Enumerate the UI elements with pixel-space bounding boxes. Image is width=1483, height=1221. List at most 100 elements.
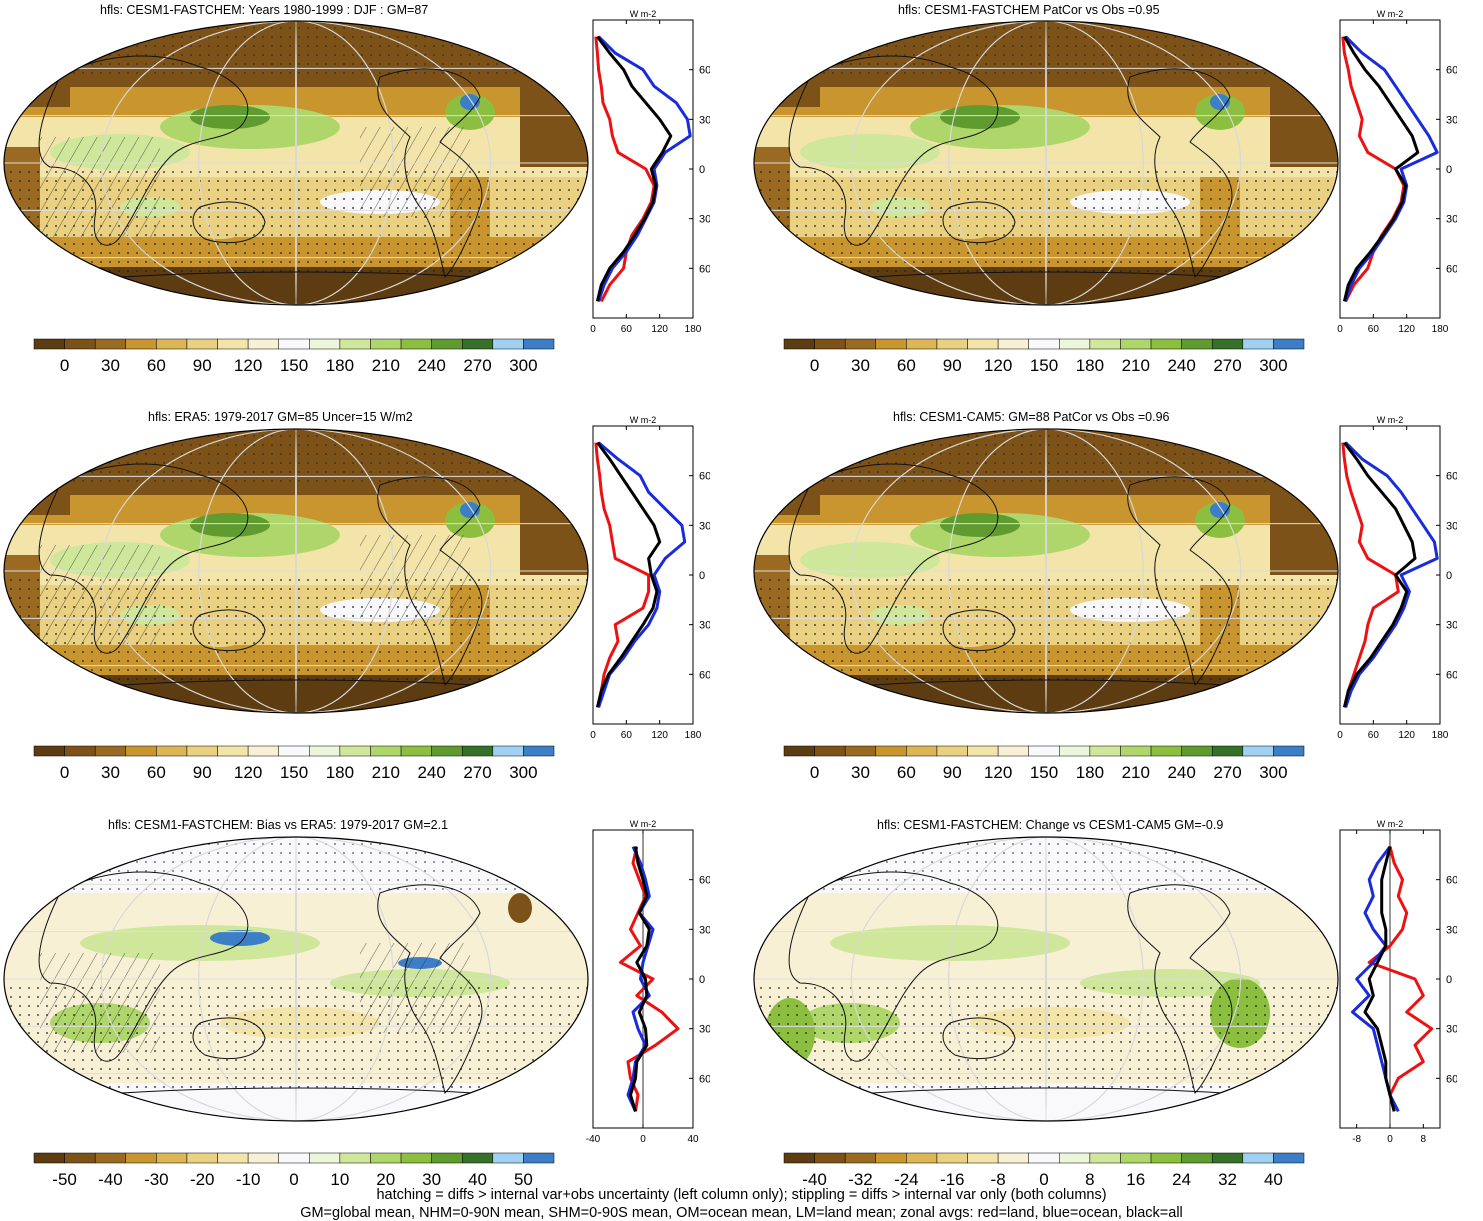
colorbar-swatch — [247, 1152, 279, 1164]
colorbar-swatch — [814, 1152, 846, 1164]
coastline — [377, 884, 483, 1094]
colorbar-label: 270 — [463, 763, 491, 782]
colorbar-label: 40 — [1264, 1170, 1283, 1189]
zonal-series-line — [597, 35, 692, 302]
colorbar-label: 0 — [810, 763, 819, 782]
colorbar-swatch — [906, 745, 938, 757]
colorbar-swatch — [309, 1152, 341, 1164]
colorbar-swatch — [523, 1152, 555, 1164]
zonal-unit-label: W m-2 — [1377, 9, 1404, 19]
colorbar-label: 30 — [851, 763, 870, 782]
colorbar-label: 0 — [1039, 1170, 1048, 1189]
footer-note-legend: GM=global mean, NHM=0-90N mean, SHM=0-90… — [300, 1205, 1183, 1221]
colorbar-swatch — [1181, 338, 1213, 350]
colorbar-swatch — [783, 338, 815, 350]
colorbar-swatch — [1089, 745, 1121, 757]
map-plot — [3, 428, 589, 714]
colorbar-swatch — [33, 745, 65, 757]
zonal-y-tick: 30N — [699, 520, 710, 532]
colorbar-swatch — [997, 745, 1029, 757]
colorbar-label: 180 — [326, 763, 354, 782]
zonal-series-line — [629, 846, 651, 1112]
colorbar-swatch — [339, 338, 371, 350]
zonal-y-tick: 0 — [1446, 570, 1452, 582]
map-field — [754, 21, 1338, 305]
colorbar-label: 270 — [1213, 763, 1241, 782]
zonal-y-tick: 0 — [1446, 974, 1452, 986]
colorbar-swatch — [967, 1152, 999, 1164]
colorbar-swatch — [125, 1152, 157, 1164]
colorbar-label: 270 — [1213, 356, 1241, 375]
colorbar-swatch — [1028, 745, 1060, 757]
colorbar-swatch — [461, 338, 494, 350]
colorbar-label: 10 — [330, 1170, 349, 1189]
zonal-mean-plot: W m-2 0 60 120 180 60N 30N 0 30S 60S — [590, 9, 710, 335]
coastline — [1127, 476, 1233, 686]
colorbar-swatch — [156, 1152, 188, 1164]
colorbar-swatch — [247, 745, 279, 757]
colorbar-label: -40 — [98, 1170, 123, 1189]
zonal-x-tick: 60 — [621, 324, 633, 335]
zonal-series-line — [619, 846, 680, 1112]
colorbar-label: 0 — [60, 763, 69, 782]
coastline — [192, 1017, 266, 1060]
colorbar-swatch — [1273, 1152, 1305, 1164]
colorbar-swatch — [814, 338, 846, 350]
colorbar-label: -32 — [848, 1170, 873, 1189]
zonal-y-tick: 60N — [699, 471, 710, 483]
colorbar-label: 50 — [514, 1170, 533, 1189]
colorbar-swatch — [1120, 338, 1152, 350]
colorbar-label: 180 — [1076, 763, 1104, 782]
colorbar-swatch — [247, 338, 279, 350]
colorbar-label: 210 — [372, 356, 400, 375]
zonal-x-tick: 60 — [1368, 730, 1380, 741]
zonal-unit-label: W m-2 — [630, 819, 657, 829]
zonal-x-tick: 40 — [687, 1134, 699, 1145]
colorbar-label: 150 — [280, 763, 308, 782]
colorbar-swatch — [783, 1152, 815, 1164]
coastline — [1127, 884, 1233, 1094]
colorbar-swatch — [64, 745, 96, 757]
colorbar: 0 30 60 90 120 150 180 210 240 270 300 — [33, 338, 555, 375]
colorbar-swatch — [33, 1152, 65, 1164]
zonal-y-tick: 30S — [699, 620, 710, 632]
colorbar-swatch — [309, 338, 341, 350]
zonal-y-tick: 60S — [1446, 1073, 1457, 1085]
colorbar-swatch — [1273, 338, 1305, 350]
zonal-series-line — [1363, 846, 1396, 1112]
colorbar-swatch — [523, 338, 555, 350]
colorbar-label: 120 — [984, 763, 1012, 782]
colorbar-label: 0 — [810, 356, 819, 375]
colorbar-label: 240 — [417, 356, 445, 375]
colorbar: 0 30 60 90 120 150 180 210 240 270 300 — [783, 338, 1305, 375]
colorbar-swatch — [94, 338, 127, 350]
colorbar-swatch — [1150, 745, 1182, 757]
zonal-x-tick: 0 — [590, 730, 596, 741]
colorbar-swatch — [936, 338, 968, 350]
colorbar-swatch — [1089, 338, 1121, 350]
panel-title: hfls: CESM1-FASTCHEM: Years 1980-1999 : … — [100, 3, 429, 17]
panel-title: hfls: CESM1-FASTCHEM: Bias vs ERA5: 1979… — [108, 818, 449, 832]
zonal-series-line — [1342, 441, 1417, 708]
colorbar: -40 -32 -24 -16 -8 0 8 16 24 32 40 — [783, 1152, 1305, 1189]
colorbar-swatch — [1211, 338, 1244, 350]
zonal-mean-plot: W m-2 -8 0 8 60N 30N 0 30S 60S — [1339, 819, 1457, 1145]
colorbar-swatch — [1059, 1152, 1091, 1164]
zonal-x-tick: 180 — [685, 324, 702, 335]
colorbar-label: -16 — [940, 1170, 965, 1189]
zonal-y-tick: 30N — [1446, 924, 1457, 936]
zonal-y-tick: 30S — [1446, 1024, 1457, 1036]
colorbar-swatch — [186, 1152, 218, 1164]
colorbar-swatch — [400, 1152, 432, 1164]
zonal-x-tick: 120 — [651, 324, 668, 335]
colorbar-swatch — [278, 338, 310, 350]
colorbar-label: 150 — [280, 356, 308, 375]
zonal-series-line — [626, 845, 655, 1113]
panel-title: hfls: ERA5: 1979-2017 GM=85 Uncer=15 W/m… — [148, 410, 413, 424]
map-field — [4, 429, 588, 713]
colorbar-swatch — [309, 745, 341, 757]
map-plot — [3, 836, 589, 1122]
colorbar-label: 120 — [234, 356, 262, 375]
colorbar-label: 300 — [509, 763, 537, 782]
zonal-x-tick: 120 — [651, 730, 668, 741]
